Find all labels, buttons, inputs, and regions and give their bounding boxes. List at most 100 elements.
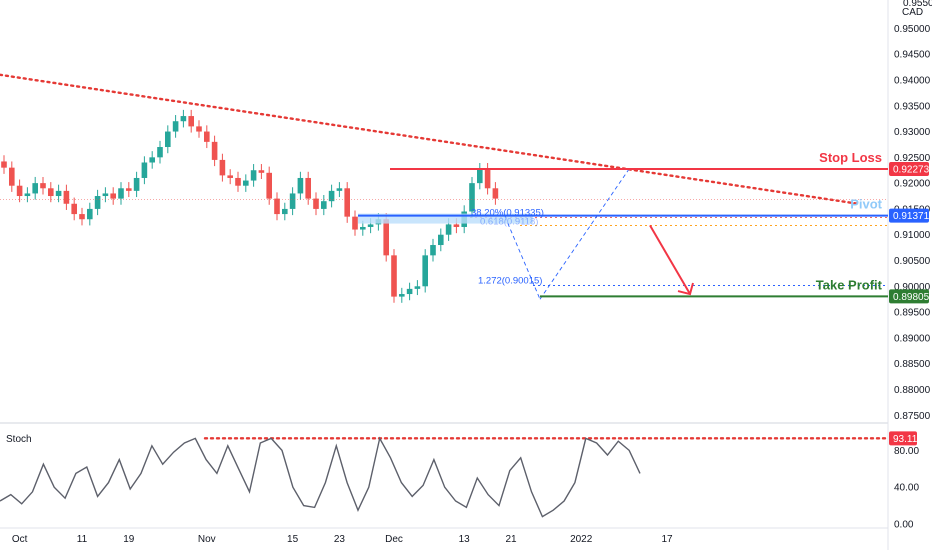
candle-body (94, 196, 101, 209)
candle-body (87, 208, 93, 220)
stoch-tick-label: 80.00 (894, 446, 919, 457)
stoch-pane-label: Stoch (6, 434, 32, 445)
price-tick-label: 0.92500 (894, 153, 931, 164)
trendline (0, 73, 860, 205)
time-tick-label: 13 (459, 534, 471, 545)
candle-body (48, 188, 54, 197)
price-tag-label: 0.91371 (893, 211, 930, 222)
price-tick-label: 0.90500 (894, 256, 931, 267)
time-tick-label: Dec (385, 534, 403, 545)
candle-body (328, 190, 335, 202)
candle-body (321, 201, 327, 209)
candle-body (71, 203, 77, 215)
candle-body (141, 162, 148, 178)
candle-body (16, 185, 23, 197)
price-tick-label: 0.94000 (894, 75, 931, 86)
fib-618-label: 0.618(0.9118) (480, 216, 538, 227)
candle-body (445, 224, 452, 235)
candle-body (165, 131, 171, 148)
candle-body (188, 116, 194, 127)
candle-body (258, 170, 265, 173)
price-tick-label: 0.92000 (894, 179, 931, 190)
candle-body (149, 157, 155, 163)
candle-body (383, 219, 389, 256)
candle-body (1, 161, 7, 168)
candle-body (438, 234, 444, 246)
candle-body (110, 193, 116, 199)
candle-body (282, 208, 288, 215)
time-tick-label: 21 (505, 534, 517, 545)
price-tick-label: 0.93500 (894, 101, 931, 112)
price-tick-label: 0.88500 (894, 359, 931, 370)
candle-body (118, 188, 124, 199)
candle-body (126, 188, 132, 191)
fib-1272-label: 1.272(0.90015) (478, 276, 542, 287)
time-tick-label: Oct (12, 534, 28, 545)
take-profit-label: Take Profit (816, 277, 883, 292)
price-tag-label: 0.89805 (893, 292, 930, 303)
price-tag-bg (889, 208, 929, 223)
price-tick-label: 0.87500 (894, 411, 931, 422)
candle-body (399, 294, 405, 297)
stoch-tick-label: 40.00 (894, 483, 919, 494)
candle-body (102, 193, 109, 197)
time-tick-label: Nov (198, 534, 216, 545)
candle-body (289, 193, 296, 209)
price-tick-label: 0.89500 (894, 308, 931, 319)
fib-382-label: 38.20%(0.91335) (471, 207, 544, 218)
candle-body (297, 177, 304, 194)
candle-body (219, 159, 226, 176)
candle-body (9, 167, 15, 186)
stoch-axis: 80.00 40.00 0.00 (894, 446, 919, 531)
stoch-tag: 93.11 (889, 431, 918, 446)
candles (1, 109, 499, 303)
time-tick-label: 15 (287, 534, 299, 545)
time-tick-label: 11 (77, 534, 88, 545)
candle-body (453, 224, 460, 227)
price-axis: 0.95000 0.94500 0.94000 0.93500 0.93000 0.925… (894, 24, 931, 422)
candle-body (157, 147, 163, 158)
stoch-line (0, 436, 641, 518)
candle-body (352, 216, 358, 230)
time-tick-label: 17 (661, 534, 673, 545)
candle-body (305, 177, 311, 199)
candle-body (344, 188, 350, 217)
price-tags: 0.92273 0.91371 0.89805 (889, 162, 930, 304)
price-tick-label: 0.91000 (894, 230, 931, 241)
axis-top-partial-label: 0.95500 (903, 0, 932, 9)
arrow (649, 224, 694, 296)
candle-body (484, 169, 491, 189)
candle-body (367, 224, 374, 227)
candle-body (24, 193, 31, 197)
price-tag-bg (889, 162, 929, 177)
candle-body (492, 188, 499, 199)
time-tick-label: 19 (123, 534, 135, 545)
candle-body (266, 172, 272, 199)
candle-body (133, 177, 140, 191)
candle-body (243, 180, 249, 186)
candle-body (79, 214, 85, 220)
candle-body (469, 183, 475, 212)
price-tick-label: 0.89000 (894, 333, 931, 344)
svg-text:93.11: 93.11 (893, 434, 918, 445)
candle-body (313, 198, 319, 209)
candle-body (40, 183, 46, 189)
price-tick-label: 0.95000 (894, 24, 931, 35)
levels (0, 168, 888, 298)
candle-body (235, 177, 241, 186)
price-tag-label: 0.92273 (893, 165, 930, 176)
price-tick-label: 0.90000 (894, 282, 931, 293)
candle-body (360, 226, 366, 230)
time-tick-label: 23 (334, 534, 346, 545)
candle-body (274, 198, 280, 215)
candle-body (211, 141, 218, 160)
candle-body (422, 255, 428, 287)
time-axis: Oct 11 19 Nov 15 23 Dec 13 21 2022 17 (12, 534, 673, 545)
time-tick-label: 2022 (570, 534, 593, 545)
candle-body (32, 183, 38, 194)
candle-body (180, 116, 187, 122)
candle-body (414, 286, 421, 289)
price-tick-label: 0.94500 (894, 50, 931, 61)
pivot-zone (358, 213, 533, 224)
